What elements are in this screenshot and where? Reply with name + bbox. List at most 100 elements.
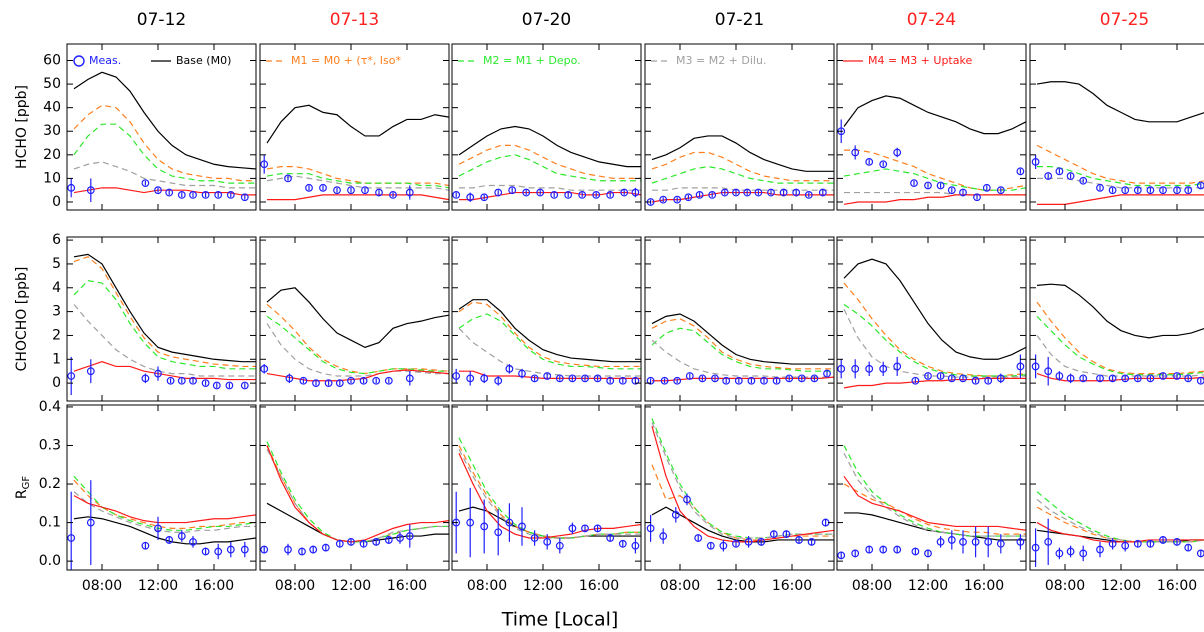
y-axis-label-text: HCHO [ppb] (14, 85, 30, 169)
meas-point (505, 364, 514, 373)
model-line (266, 104, 449, 144)
y-axis-label: RGF (14, 476, 32, 499)
legend-entry: M4 = M3 + Uptake (843, 54, 972, 67)
model-line (651, 339, 834, 378)
meas-point (201, 547, 210, 556)
meas-point (240, 193, 249, 202)
meas-point (782, 530, 791, 539)
meas-point (480, 193, 489, 202)
meas-point (1079, 176, 1088, 185)
meas-point (1173, 537, 1181, 546)
meas-point (285, 374, 294, 383)
meas-point (959, 537, 967, 546)
meas-point (708, 191, 717, 199)
meas-point (606, 534, 615, 542)
model-line (73, 256, 256, 368)
meas-point (405, 188, 414, 197)
model-line (843, 194, 1026, 205)
x-tick-label: 08:00 (82, 578, 122, 594)
model-line (1036, 144, 1204, 184)
meas-point (260, 545, 269, 554)
meas-point (177, 191, 186, 199)
meas-point (893, 545, 902, 554)
meas-point (335, 539, 344, 548)
panel (1031, 81, 1204, 205)
y-tick-label: 0.1 (39, 515, 61, 531)
meas-point (734, 376, 743, 385)
meas-point (1066, 374, 1075, 383)
model-line (651, 318, 834, 370)
meas-point (911, 376, 920, 385)
meas-point (879, 364, 888, 373)
y-axis-label: HCHO [ppb] (14, 85, 30, 169)
meas-point (225, 381, 234, 390)
meas-point (86, 367, 95, 376)
panel (260, 287, 449, 388)
meas-point (924, 549, 932, 558)
meas-point (1031, 362, 1040, 371)
model-line (73, 361, 256, 381)
meas-point (555, 374, 564, 383)
panel (67, 253, 256, 396)
meas-point (924, 372, 932, 380)
meas-point (1121, 374, 1130, 383)
meas-point (694, 534, 703, 542)
meas-point (996, 186, 1005, 195)
meas-point (375, 188, 383, 197)
meas-point (837, 551, 846, 560)
model-line (651, 313, 834, 365)
meas-point (1079, 374, 1088, 383)
meas-point (1121, 186, 1130, 195)
meas-point (620, 188, 629, 197)
meas-point (452, 191, 461, 199)
meas-point (240, 545, 249, 554)
meas-point (319, 183, 327, 192)
meas-point (893, 362, 902, 371)
meas-point (720, 188, 729, 197)
x-tick-label: 16:00 (579, 578, 619, 594)
y-tick-label: 10 (43, 170, 61, 186)
column-title: 07-21 (715, 10, 764, 30)
panel (452, 437, 641, 558)
x-tick-label: 16:00 (1157, 578, 1197, 594)
model-line (266, 369, 449, 382)
meas-point (284, 545, 292, 554)
model-line (651, 191, 834, 203)
meas-point (698, 374, 707, 383)
panel-frame (644, 404, 835, 571)
meas-point (810, 374, 819, 383)
meas-point (189, 537, 197, 546)
meas-point (671, 510, 680, 519)
meas-point (646, 376, 655, 385)
model-line (266, 449, 449, 543)
panel-frame (1029, 43, 1204, 211)
meas-point (347, 537, 355, 546)
meas-point (1121, 541, 1130, 550)
x-tick-label: 12:00 (331, 578, 371, 594)
model-line (1036, 498, 1204, 543)
meas-point (851, 549, 860, 558)
meas-point (1108, 186, 1117, 195)
meas-point (321, 543, 330, 552)
x-tick-label: 08:00 (660, 578, 700, 594)
meas-point (732, 188, 740, 197)
model-line (266, 445, 449, 543)
y-tick-label: 20 (43, 147, 61, 163)
meas-point (1184, 543, 1193, 552)
panel-frame (644, 236, 835, 402)
legend-entry: Meas. (73, 54, 121, 67)
model-line (266, 315, 449, 375)
meas-point (947, 186, 956, 195)
meas-point (214, 547, 223, 556)
meas-point (1159, 372, 1167, 380)
y-tick-label: 0 (52, 194, 61, 210)
meas-point (177, 376, 186, 385)
meas-point (505, 518, 514, 527)
meas-point (1044, 367, 1053, 376)
meas-point (1108, 374, 1117, 383)
meas-point (1016, 167, 1025, 176)
y-tick-label: 50 (43, 76, 61, 92)
y-axis-label-text: R (14, 489, 30, 499)
legend-label: M1 = M0 + (τ*, Iso* (291, 54, 402, 67)
meas-point (1146, 186, 1155, 195)
